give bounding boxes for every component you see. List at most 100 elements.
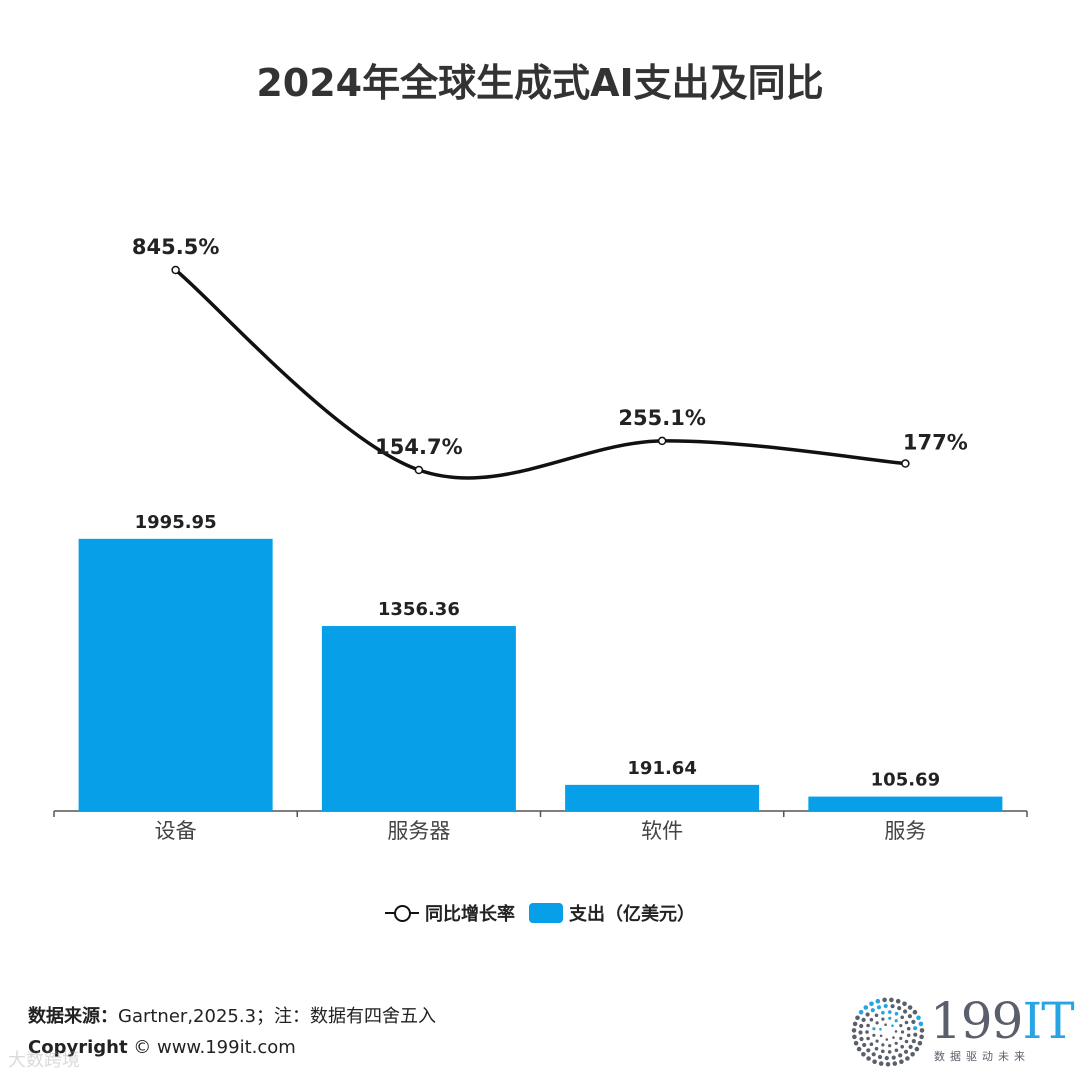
- logo-dot: [907, 1014, 912, 1019]
- growth-rate-point: [657, 436, 667, 446]
- category-label: 软件: [641, 819, 683, 843]
- chart-canvas: 1995.95 设备 1356.36 服务器 191.64 软件 105.69 服务 845.5…: [53, 235, 1028, 843]
- logo-dot: [918, 1021, 924, 1027]
- category-label: 服务: [884, 819, 926, 843]
- copyright-label: Copyright: [28, 1037, 128, 1058]
- logo-dot: [912, 1009, 918, 1015]
- logo-dot: [883, 1003, 888, 1009]
- growth-rate-line: [174, 268, 906, 480]
- logo-dot: [879, 1027, 882, 1031]
- logo-dot: [852, 1021, 858, 1027]
- growth-rate-label: 255.1%: [618, 406, 705, 430]
- logo-dot: [897, 1006, 902, 1011]
- bar: [78, 538, 273, 811]
- bar: [321, 626, 516, 811]
- logo-dot: [906, 1026, 911, 1031]
- logo-dot: [875, 1039, 879, 1043]
- logo-dot: [866, 1036, 870, 1041]
- logo-dot: [894, 1048, 899, 1053]
- logo-dot: [911, 1039, 916, 1044]
- logo-dot: [851, 1028, 857, 1033]
- logo-dot: [892, 1036, 895, 1039]
- logo-dot: [876, 1005, 882, 1010]
- source-text: Gartner,2025.3；注：数据有四舍五入: [118, 1006, 437, 1027]
- brand-logo: 199IT 数据驱动未来: [848, 990, 1075, 1070]
- logo-dot: [913, 1032, 918, 1037]
- logo-dot: [859, 1023, 864, 1029]
- logo-dot: [900, 1015, 904, 1020]
- logo-dot: [899, 1036, 903, 1040]
- logo-dot: [906, 1033, 911, 1038]
- logo-dot: [882, 997, 887, 1003]
- growth-rate-point: [171, 265, 180, 275]
- logo-dot: [878, 1061, 884, 1066]
- logo-dot: [902, 1001, 907, 1007]
- logo-dot: [866, 1023, 870, 1028]
- logo-dot: [875, 1021, 879, 1025]
- logo-dot: [903, 1049, 909, 1054]
- logo-wordmark: 199IT: [930, 992, 1075, 1050]
- logo-dot: [858, 1009, 864, 1015]
- logo-dot: [919, 1034, 924, 1040]
- chart-title: 2024年全球生成式AI支出及同比: [256, 61, 824, 105]
- logo-dot: [865, 1030, 869, 1034]
- data-source-note: 数据来源：Gartner,2025.3；注：数据有四舍五入: [28, 1002, 436, 1028]
- logo-dot: [889, 997, 894, 1003]
- category-label: 设备: [155, 819, 197, 843]
- logo-dot: [895, 998, 901, 1004]
- logo-dot: [900, 1030, 905, 1034]
- growth-rate-point: [414, 465, 424, 475]
- growth-rate-point: [901, 459, 910, 468]
- legend-item-spending[interactable]: 支出（亿美元）: [529, 900, 695, 926]
- logo-dot: [888, 1044, 892, 1048]
- logo-dot: [914, 1046, 920, 1052]
- logo-dot: [891, 1024, 894, 1027]
- logo-dot: [855, 1015, 860, 1021]
- logo-dot: [870, 1008, 875, 1013]
- logo-dot: [910, 1052, 915, 1057]
- logo-dot: [853, 1040, 859, 1046]
- logo-dot: [891, 1055, 896, 1060]
- logo-dot: [898, 1053, 903, 1058]
- logo-dot: [887, 1050, 892, 1054]
- logo-dot: [866, 1056, 871, 1061]
- logo-dot: [874, 1046, 879, 1051]
- logo-dot: [885, 1062, 891, 1067]
- growth-rate-label: 177%: [903, 431, 968, 455]
- logo-dot: [872, 1033, 876, 1037]
- logo-dot: [899, 1024, 903, 1028]
- dot-sphere-icon: [851, 997, 925, 1067]
- logo-dot: [869, 1042, 874, 1046]
- logo-dot: [913, 1026, 918, 1031]
- logo-dot: [894, 1041, 898, 1045]
- legend-item-growth-rate[interactable]: 同比增长率: [385, 900, 515, 926]
- legend-label-growth-rate: 同比增长率: [425, 904, 515, 925]
- watermark: 大数跨境: [8, 1050, 80, 1071]
- logo-dot: [894, 1019, 898, 1023]
- line-marker-icon: [385, 903, 419, 923]
- logo-dot: [917, 1040, 923, 1046]
- logo-dot: [879, 1034, 883, 1038]
- logo-dot: [869, 1001, 874, 1007]
- logo-dot: [859, 1036, 864, 1042]
- logo-dot: [869, 1017, 874, 1022]
- bar: [808, 796, 1003, 811]
- logo-dot: [872, 1027, 876, 1031]
- logo-dot: [881, 1043, 885, 1047]
- logo-letters: IT: [1022, 992, 1074, 1050]
- logo-dot: [856, 1046, 862, 1052]
- logo-dot: [861, 1052, 866, 1057]
- logo-dot: [881, 1049, 885, 1054]
- logo-dot: [894, 1011, 899, 1016]
- logo-dot: [907, 1005, 913, 1010]
- copyright-text: © www.199it.com: [127, 1037, 296, 1058]
- logo-dot: [877, 1054, 883, 1060]
- category-label: 服务器: [387, 819, 450, 843]
- logo-dot: [885, 1038, 889, 1041]
- logo-dot: [888, 1016, 892, 1020]
- logo-dot: [890, 1004, 895, 1009]
- logo-dot: [863, 1005, 869, 1010]
- bar-value-label: 1995.95: [135, 512, 217, 533]
- logo-dot: [919, 1028, 925, 1033]
- logo-dot: [908, 1044, 913, 1049]
